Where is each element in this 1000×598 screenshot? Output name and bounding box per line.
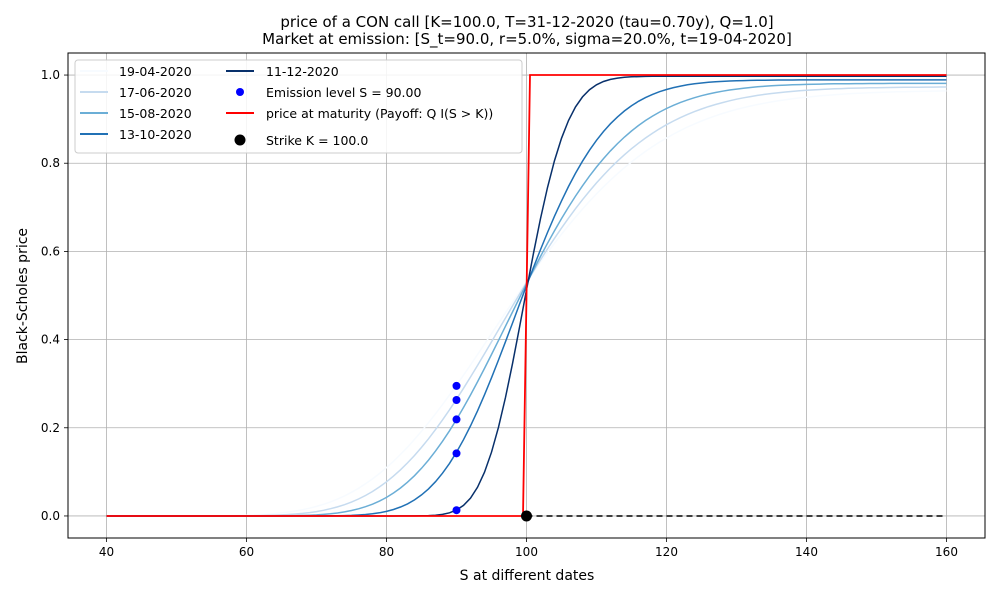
payoff-line — [106, 74, 947, 517]
x-tick-label-140: 140 — [795, 545, 818, 559]
series-layer — [106, 74, 947, 517]
legend-box — [74, 59, 523, 154]
legend-label-strike: Strike K = 100.0 — [266, 133, 368, 148]
emission-point-13-10-2020 — [452, 449, 461, 458]
y-axis-label: Black-Scholes price — [15, 228, 31, 364]
x-axis-ticks: 40 60 80 100 120 140 160 — [99, 538, 958, 559]
emission-point-19-04-2020 — [452, 381, 461, 390]
y-tick-label-0.8: 0.8 — [41, 156, 60, 170]
legend-label-13-10-2020: 13-10-2020 — [119, 127, 192, 142]
legend-label-17-06-2020: 17-06-2020 — [119, 85, 192, 100]
x-axis-label: S at different dates — [460, 568, 595, 584]
strike-point — [521, 510, 532, 522]
x-tick-label-100: 100 — [515, 545, 538, 559]
legend-emission-marker — [236, 88, 244, 96]
chart-title-line1: price of a CON call [K=100.0, T=31-12-20… — [280, 13, 773, 31]
legend-label-11-12-2020: 11-12-2020 — [266, 64, 339, 79]
x-tick-label-40: 40 — [99, 545, 114, 559]
x-tick-label-60: 60 — [239, 545, 254, 559]
x-tick-label-120: 120 — [655, 545, 678, 559]
legend-label-emission: Emission level S = 90.00 — [266, 85, 421, 100]
y-axis-ticks: 0.0 0.2 0.4 0.6 0.8 1.0 — [41, 68, 68, 523]
legend-label-payoff: price at maturity (Payoff: Q I(S > K)) — [266, 106, 493, 121]
y-tick-label-1.0: 1.0 — [41, 68, 60, 82]
emission-point-17-06-2020 — [452, 395, 461, 404]
y-tick-label-0.6: 0.6 — [41, 244, 60, 258]
emission-point-15-08-2020 — [452, 415, 461, 424]
chart-title-line2: Market at emission: [S_t=90.0, r=5.0%, s… — [262, 30, 792, 49]
legend: 19-04-2020 17-06-2020 15-08-2020 13-10-2… — [74, 59, 523, 154]
legend-label-19-04-2020: 19-04-2020 — [119, 64, 192, 79]
x-tick-label-160: 160 — [935, 545, 958, 559]
emission-point-11-12-2020 — [452, 506, 461, 515]
marker-layer — [452, 381, 532, 522]
legend-label-15-08-2020: 15-08-2020 — [119, 106, 192, 121]
x-tick-label-80: 80 — [379, 545, 394, 559]
y-tick-label-0.4: 0.4 — [41, 333, 60, 347]
y-tick-label-0.2: 0.2 — [41, 421, 60, 435]
y-tick-label-0.0: 0.0 — [41, 509, 60, 523]
legend-strike-marker — [234, 134, 246, 146]
